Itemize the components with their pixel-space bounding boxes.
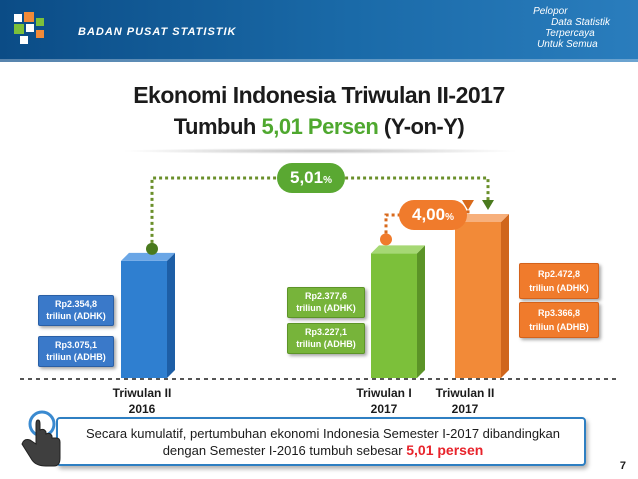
bar-2 <box>455 221 501 378</box>
qtq-arrowhead <box>462 199 474 210</box>
label-line: triliun (ADHB) <box>46 352 106 362</box>
label-line: triliun (ADHB) <box>296 339 356 349</box>
growth-yoy-badge: 5,01% <box>277 163 345 193</box>
bar-side-0 <box>167 252 175 378</box>
label-line: Rp2.377,6 <box>304 291 348 301</box>
label-line: triliun (ADHK) <box>529 283 589 293</box>
title-shadow <box>120 148 520 154</box>
q2-2017-adhb-label: Rp3.366,8 triliun (ADHB) <box>519 302 599 338</box>
label-line: Rp2.472,8 <box>537 269 581 279</box>
q1-2017-adhb-label: Rp3.227,1 triliun (ADHB) <box>287 323 365 354</box>
bar-top-0 <box>121 252 175 261</box>
q2-2016-adhk-label: Rp2.354,8 triliun (ADHK) <box>38 295 114 326</box>
subtitle-post: (Y-on-Y) <box>378 114 465 139</box>
summary-box <box>56 417 586 466</box>
org-name: BADAN PUSAT STATISTIK <box>78 26 237 38</box>
bar-side-1 <box>417 245 425 378</box>
x-label-line: 2017 <box>370 402 398 416</box>
subtitle-pre: Tumbuh <box>173 114 262 139</box>
yoy-start-dot <box>146 242 158 255</box>
header-stripe <box>0 59 638 62</box>
tagline-line: Pelopor <box>533 6 568 17</box>
tagline-line: Untuk Semua <box>537 39 598 50</box>
q2-2016-adhb-label: Rp3.075,1 triliun (ADHB) <box>38 336 114 367</box>
x-label-q2-2016: Triwulan II 2016 <box>102 385 182 417</box>
label-line: triliun (ADHK) <box>296 303 356 313</box>
summary-line1: Secara kumulatif, pertumbuhan ekonomi In… <box>85 426 561 441</box>
hand-pointer-icon <box>21 410 61 467</box>
qtq-start-dot <box>380 233 392 246</box>
growth-yoy-unit: % <box>323 175 332 186</box>
x-label-line: 2017 <box>451 402 479 416</box>
label-line: triliun (ADHB) <box>529 322 589 332</box>
x-label-q2-2017: Triwulan II 2017 <box>425 385 505 417</box>
slide-title: Ekonomi Indonesia Triwulan II-2017 <box>133 82 505 108</box>
q2-2017-adhk-label: Rp2.472,8 triliun (ADHK) <box>519 263 599 299</box>
x-label-line: 2016 <box>128 402 156 416</box>
slide-subtitle: Tumbuh 5,01 Persen (Y-on-Y) <box>0 114 638 140</box>
summary-text: Secara kumulatif, pertumbuhan ekonomi In… <box>70 425 576 459</box>
summary-line2: dengan Semester I-2016 tumbuh sebesar 5,… <box>70 442 576 459</box>
summary-line2-pre: dengan Semester I-2016 tumbuh sebesar <box>162 443 407 458</box>
bps-logo-icon <box>14 12 44 44</box>
growth-qtq-value: 4,00 <box>412 205 446 224</box>
label-line: triliun (ADHK) <box>46 311 106 321</box>
qtq-connector <box>384 201 470 240</box>
bar-1 <box>371 253 417 378</box>
growth-qtq-unit: % <box>445 212 454 223</box>
growth-qtq-badge: 4,00% <box>399 200 467 230</box>
header-banner <box>0 0 638 62</box>
label-line: Rp2.354,8 <box>54 299 98 309</box>
subtitle-accent: 5,01 Persen <box>261 114 379 139</box>
bar-top-1 <box>371 245 425 254</box>
x-label-line: Triwulan I <box>356 386 412 400</box>
label-line: Rp3.075,1 <box>54 340 98 350</box>
label-line: Rp3.366,8 <box>537 308 581 318</box>
tagline-line: Terpercaya <box>545 28 595 39</box>
yoy-arrowhead <box>482 199 494 210</box>
summary-highlight: 5,01 persen <box>406 442 484 458</box>
tagline: Pelopor Data Statistik Terpercaya Untuk … <box>533 6 610 50</box>
page-number: 7 <box>619 460 626 472</box>
tagline-line: Data Statistik <box>551 17 610 28</box>
x-label-q1-2017: Triwulan I 2017 <box>344 385 424 417</box>
label-line: Rp3.227,1 <box>304 327 348 337</box>
bar-top-2 <box>455 213 509 222</box>
growth-yoy-value: 5,01 <box>290 168 324 187</box>
x-label-line: Triwulan II <box>112 386 172 400</box>
q1-2017-adhk-label: Rp2.377,6 triliun (ADHK) <box>287 287 365 318</box>
x-label-line: Triwulan II <box>435 386 495 400</box>
bar-0 <box>121 260 167 378</box>
bar-side-2 <box>501 213 509 378</box>
